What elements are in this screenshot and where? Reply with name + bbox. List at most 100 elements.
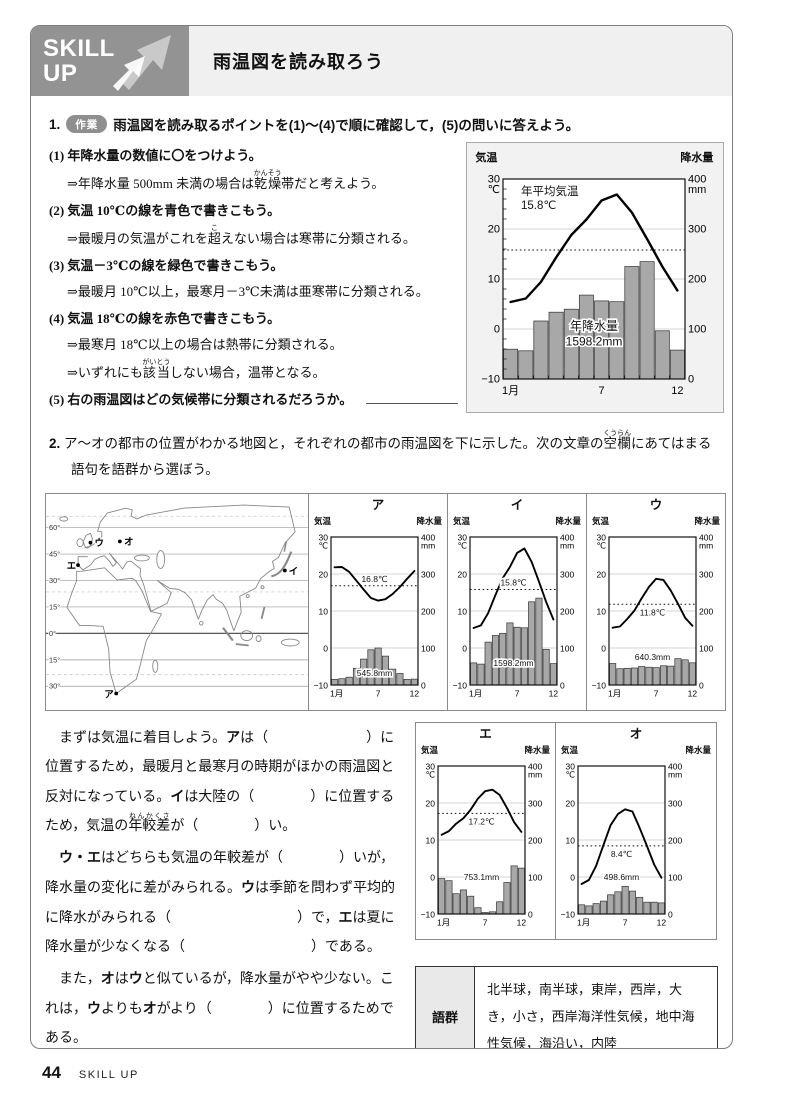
question1-items: (1) 年降水量の数値に〇をつけよう。 ⇒年降水量 500mm 未満の場合は乾燥… <box>45 142 459 413</box>
header: SKILL UP 雨温図を読み取ろう <box>31 26 732 96</box>
svg-text:10: 10 <box>597 607 607 617</box>
chart-title: ウ <box>649 498 663 512</box>
precip-axis-label: 降水量 <box>680 152 714 164</box>
svg-text:400: 400 <box>421 533 435 543</box>
question2-number: 2. <box>49 436 61 451</box>
svg-text:200: 200 <box>421 607 435 617</box>
svg-text:0: 0 <box>430 873 435 883</box>
svg-text:100: 100 <box>528 873 542 883</box>
svg-text:30: 30 <box>488 174 500 186</box>
svg-text:100: 100 <box>668 873 682 883</box>
page-footer: 44 SKILL UP <box>42 1063 139 1083</box>
svg-text:0: 0 <box>688 374 694 386</box>
climograph-main-plot: 30 20 10 0 −10 ℃ 400 300 200 100 0 mm 1月 7 12 年平均気温 15.8… <box>473 165 719 408</box>
svg-text:200: 200 <box>668 836 682 846</box>
svg-text:300: 300 <box>668 799 682 809</box>
logo-line2: UP <box>43 60 78 87</box>
axis-header: 気温 降水量 <box>418 744 553 756</box>
svg-text:℃: ℃ <box>318 541 328 551</box>
climograph-u-plot: 30 20 10 0 −10 ℃ 400 300 200 100 0 mm 1月 7 12 11.8℃ 640.… <box>589 527 723 707</box>
city-label-i: イ <box>289 565 298 576</box>
svg-text:mm: mm <box>699 541 713 551</box>
svg-text:200: 200 <box>528 836 542 846</box>
climograph-i-plot: 30 20 10 0 −10 ℃ 400 300 200 100 0 mm 1月 7 12 15.8℃ 1598… <box>450 527 584 707</box>
svg-text:12: 12 <box>549 689 559 699</box>
question1-number: 1. <box>49 116 61 132</box>
svg-text:0: 0 <box>494 324 500 336</box>
svg-text:7: 7 <box>483 918 488 928</box>
city-label-u: ウ <box>94 537 103 548</box>
svg-text:1月: 1月 <box>469 689 482 699</box>
svg-text:12: 12 <box>657 918 667 928</box>
chart-title: オ <box>629 727 643 741</box>
climograph-o: オ 気温 降水量 30 20 10 0 −10 ℃ 400 300 200 100 0 mm 1月 7 12… <box>555 722 717 940</box>
lower-section: まずは気温に着目しよう。アは（ ）に位置するため，最暖月と最寒月の時期がほかの雨… <box>45 722 718 1049</box>
logo-line1: SKILL <box>43 34 115 62</box>
lat-label: 0° <box>49 628 56 637</box>
precip-axis-label: 降水量 <box>416 516 442 526</box>
chart-title: イ <box>510 498 524 512</box>
svg-text:0: 0 <box>421 681 426 691</box>
precip-axis-label: 降水量 <box>524 745 550 755</box>
climograph-a: ア 気温 降水量 30 20 10 0 −10 ℃ 400 300 200 100 0 mm 1月 7 12… <box>308 493 448 711</box>
climograph-o-plot: 30 20 10 0 −10 ℃ 400 300 200 100 0 mm 1月 7 12 8.4℃ 498.6… <box>558 756 714 936</box>
svg-text:7: 7 <box>623 918 628 928</box>
svg-text:30: 30 <box>319 533 329 543</box>
svg-text:1月: 1月 <box>577 918 590 928</box>
climograph-a-plot: 30 20 10 0 −10 ℃ 400 300 200 100 0 mm 1月 7 12 16.8℃ 545.… <box>311 527 445 707</box>
axis-header: 気温 降水量 <box>589 515 723 527</box>
world-map: 60° 45° 30° 15° 0° 15° 30° <box>45 493 309 711</box>
svg-text:200: 200 <box>560 607 574 617</box>
list-item: (1) 年降水量の数値に〇をつけよう。 <box>49 148 262 163</box>
svg-text:30: 30 <box>426 762 436 772</box>
paragraph: まずは気温に着目しよう。アは（ ）に位置するため，最暖月と最寒月の時期がほかの雨… <box>45 729 395 834</box>
svg-text:7: 7 <box>376 689 381 699</box>
svg-text:8.4℃: 8.4℃ <box>611 849 633 859</box>
svg-text:640.3mm: 640.3mm <box>635 652 670 662</box>
svg-text:12: 12 <box>688 689 698 699</box>
svg-text:300: 300 <box>421 570 435 580</box>
lat-label: 30° <box>49 575 60 584</box>
temp-axis-label: 気温 <box>592 516 610 526</box>
list-item-note: ⇒いずれにも該当がいとうしない場合，温帯となる。 <box>67 358 326 380</box>
paragraph: ウ・エはどちらも気温の年較差が（ ）いが，降水量の変化に差がみられる。ウは季節を… <box>45 849 395 955</box>
climograph-main: 気温 降水量 30 20 10 0 −10 ℃ 400 300 200 100 0 mm 1月 7 12 年平… <box>466 142 725 413</box>
list-item: (2) 気温 10℃の線を青色で書きこもう。 <box>49 203 281 218</box>
svg-text:753.1mm: 753.1mm <box>464 872 499 882</box>
svg-text:−10: −10 <box>314 681 329 691</box>
svg-text:20: 20 <box>319 570 329 580</box>
question2-intro: 2. ア～オの都市の位置がわかる地図と，それぞれの都市の雨温図を下に示した。次の… <box>49 429 718 483</box>
svg-text:mm: mm <box>668 770 682 780</box>
svg-text:10: 10 <box>426 836 436 846</box>
precip-axis-label: 降水量 <box>555 516 581 526</box>
svg-text:400: 400 <box>528 762 542 772</box>
svg-text:年平均気温: 年平均気温 <box>521 184 579 198</box>
svg-text:400: 400 <box>560 533 574 543</box>
svg-text:0: 0 <box>601 644 606 654</box>
axis-header: 気温 降水量 <box>473 149 719 165</box>
skill-up-logo-text: SKILL UP <box>43 34 115 87</box>
svg-text:10: 10 <box>566 836 576 846</box>
worksheet-frame: SKILL UP 雨温図を読み取ろう 1. 作業 雨温図を読み取るポイントを(1… <box>30 25 733 1049</box>
svg-text:100: 100 <box>560 644 574 654</box>
svg-text:0: 0 <box>699 681 704 691</box>
word-bank: 語群 北半球，南半球，東岸，西岸，大き，小さ，西岸海洋性気候，地中海性気候，海沿… <box>415 966 718 1049</box>
arrow-up-right-icon <box>113 35 171 91</box>
list-item-note: ⇒最暖月 10℃以上，最寒月－3℃未満は亜寒帯に分類される。 <box>67 284 429 299</box>
svg-text:mm: mm <box>560 541 574 551</box>
svg-text:0: 0 <box>462 644 467 654</box>
list-item-note: ⇒最暖月の気温がこれを超こえない場合は寒帯に分類される。 <box>67 224 416 246</box>
svg-text:12: 12 <box>517 918 527 928</box>
svg-text:300: 300 <box>688 224 706 236</box>
svg-text:17.2℃: 17.2℃ <box>468 816 495 826</box>
svg-text:−10: −10 <box>421 910 436 920</box>
svg-text:30: 30 <box>458 533 468 543</box>
climograph-e-plot: 30 20 10 0 −10 ℃ 400 300 200 100 0 mm 1月 7 12 17.2℃ 753.… <box>418 756 553 936</box>
svg-text:−10: −10 <box>482 374 501 386</box>
svg-text:300: 300 <box>699 570 713 580</box>
svg-text:20: 20 <box>566 799 576 809</box>
svg-text:200: 200 <box>699 607 713 617</box>
lat-label: 15° <box>49 655 60 664</box>
lat-label: 60° <box>49 523 60 532</box>
word-bank-words: 北半球，南半球，東岸，西岸，大き，小さ，西岸海洋性気候，地中海性気候，海沿い，内… <box>487 982 695 1049</box>
